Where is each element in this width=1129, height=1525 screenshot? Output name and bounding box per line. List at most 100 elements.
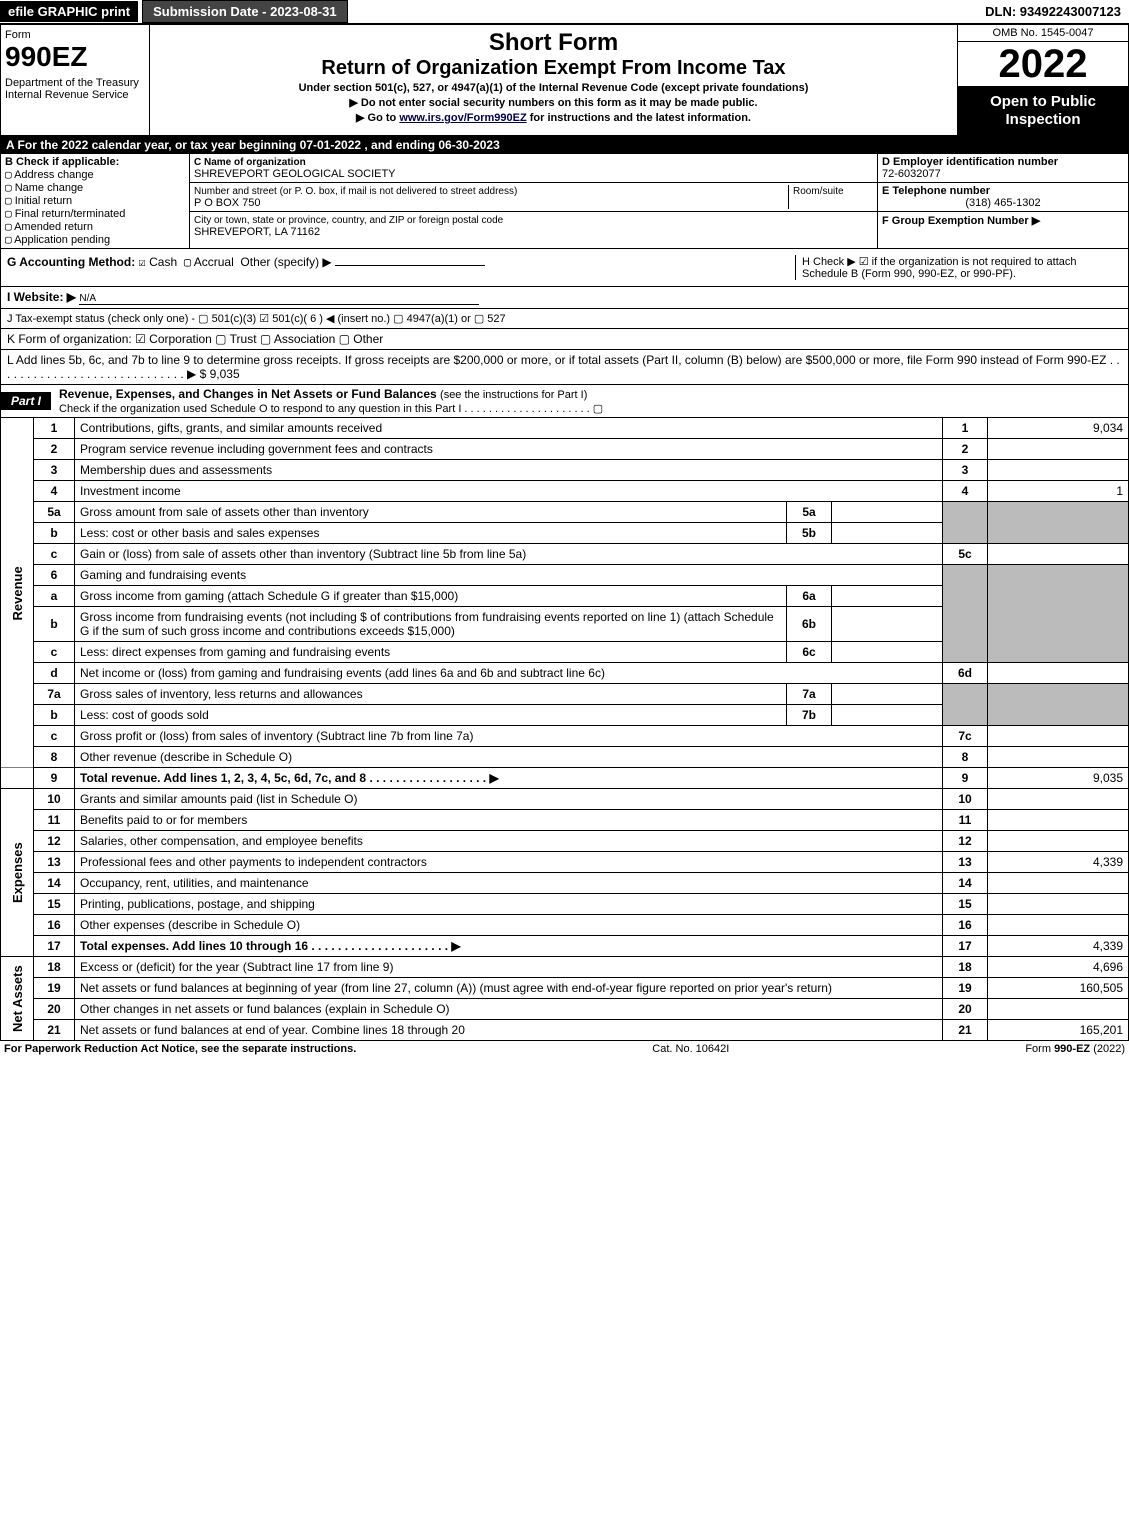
sub3-pre: ▶ Go to — [356, 112, 399, 124]
part1-title: Revenue, Expenses, and Changes in Net As… — [51, 385, 1128, 417]
d14: Occupancy, rent, utilities, and maintena… — [75, 873, 943, 894]
cb-address[interactable]: ▢ — [5, 168, 12, 181]
v5b — [832, 523, 943, 544]
street: P O BOX 750 — [194, 197, 260, 209]
r8: 8 — [943, 747, 988, 768]
header-center: Short Form Return of Organization Exempt… — [150, 25, 957, 135]
title-short-form: Short Form — [154, 29, 953, 57]
d4: Investment income — [75, 481, 943, 502]
d7a: Gross sales of inventory, less returns a… — [75, 684, 787, 705]
cb-accrual[interactable]: ▢ — [184, 255, 191, 269]
a1: 9,034 — [988, 418, 1129, 439]
footer-r-bold: 990-EZ — [1054, 1043, 1090, 1055]
topbar: efile GRAPHIC print Submission Date - 20… — [0, 0, 1129, 24]
n15: 15 — [34, 894, 75, 915]
footer-r-pre: Form — [1025, 1043, 1054, 1055]
block-bcdef: B Check if applicable: ▢ Address change … — [0, 154, 1129, 249]
side-expenses: Expenses — [1, 789, 34, 957]
n8: 8 — [34, 747, 75, 768]
r3: 3 — [943, 460, 988, 481]
a6d — [988, 663, 1129, 684]
subtitle-2: ▶ Do not enter social security numbers o… — [154, 96, 953, 109]
website-value: N/A — [79, 293, 479, 305]
other-label: Other (specify) ▶ — [240, 255, 331, 269]
cb-final[interactable]: ▢ — [5, 207, 12, 220]
a9: 9,035 — [988, 768, 1129, 789]
d6: Gaming and fundraising events — [75, 565, 943, 586]
row-k-org-form: K Form of organization: ☑ Corporation ▢ … — [0, 329, 1129, 350]
n3: 3 — [34, 460, 75, 481]
col-c-org: C Name of organization SHREVEPORT GEOLOG… — [190, 154, 877, 248]
r2: 2 — [943, 439, 988, 460]
d5a: Gross amount from sale of assets other t… — [75, 502, 787, 523]
footer-right: Form 990-EZ (2022) — [1025, 1043, 1125, 1055]
r19: 19 — [943, 978, 988, 999]
n6b: b — [34, 607, 75, 642]
n5a: 5a — [34, 502, 75, 523]
r9: 9 — [943, 768, 988, 789]
shade7a — [988, 684, 1129, 726]
r7c: 7c — [943, 726, 988, 747]
v6a — [832, 586, 943, 607]
cb-address-label: Address change — [14, 169, 94, 181]
cb-amended[interactable]: ▢ — [5, 220, 12, 233]
r5c: 5c — [943, 544, 988, 565]
r1: 1 — [943, 418, 988, 439]
a8 — [988, 747, 1129, 768]
a10 — [988, 789, 1129, 810]
department: Department of the Treasury Internal Reve… — [5, 77, 145, 101]
a13: 4,339 — [988, 852, 1129, 873]
part1-title-text: Revenue, Expenses, and Changes in Net As… — [59, 387, 440, 401]
a16 — [988, 915, 1129, 936]
d15: Printing, publications, postage, and shi… — [75, 894, 943, 915]
row-l-gross: L Add lines 5b, 6c, and 7b to line 9 to … — [0, 350, 1129, 385]
r10: 10 — [943, 789, 988, 810]
cb-initial[interactable]: ▢ — [5, 194, 12, 207]
d3: Membership dues and assessments — [75, 460, 943, 481]
form-header: Form 990EZ Department of the Treasury In… — [0, 24, 1129, 136]
efile-print-button[interactable]: efile GRAPHIC print — [0, 1, 138, 22]
part1-check: Check if the organization used Schedule … — [59, 403, 603, 415]
n10: 10 — [34, 789, 75, 810]
subtitle-1: Under section 501(c), 527, or 4947(a)(1)… — [154, 82, 953, 94]
cb-cash[interactable]: ☑ — [139, 255, 146, 269]
irs-link[interactable]: www.irs.gov/Form990EZ — [399, 112, 526, 124]
part1-header: Part I Revenue, Expenses, and Changes in… — [0, 385, 1129, 418]
d18: Excess or (deficit) for the year (Subtra… — [75, 957, 943, 978]
row-j-tax-status: J Tax-exempt status (check only one) - ▢… — [0, 309, 1129, 329]
r12: 12 — [943, 831, 988, 852]
r18: 18 — [943, 957, 988, 978]
v5a — [832, 502, 943, 523]
a12 — [988, 831, 1129, 852]
a2 — [988, 439, 1129, 460]
n9: 9 — [34, 768, 75, 789]
cb-pending[interactable]: ▢ — [5, 233, 12, 246]
dln: DLN: 93492243007123 — [977, 1, 1129, 22]
m6c: 6c — [787, 642, 832, 663]
b-label: B Check if applicable: — [5, 156, 119, 168]
a4: 1 — [988, 481, 1129, 502]
d17: Total expenses. Add lines 10 through 16 … — [75, 936, 943, 957]
n20: 20 — [34, 999, 75, 1020]
tax-year: 2022 — [958, 42, 1128, 87]
shade5a — [988, 502, 1129, 544]
city-label: City or town, state or province, country… — [194, 215, 503, 226]
side-netassets: Net Assets — [1, 957, 34, 1041]
a17: 4,339 — [988, 936, 1129, 957]
h-check: H Check ▶ ☑ if the organization is not r… — [795, 255, 1122, 280]
d21: Net assets or fund balances at end of ye… — [75, 1020, 943, 1041]
footer-r-post: (2022) — [1090, 1043, 1125, 1055]
n5b: b — [34, 523, 75, 544]
m6b: 6b — [787, 607, 832, 642]
form-number: 990EZ — [5, 41, 145, 73]
street-label: Number and street (or P. O. box, if mail… — [194, 186, 517, 197]
d8: Other revenue (describe in Schedule O) — [75, 747, 943, 768]
d7b: Less: cost of goods sold — [75, 705, 787, 726]
m5b: 5b — [787, 523, 832, 544]
n2: 2 — [34, 439, 75, 460]
d12: Salaries, other compensation, and employ… — [75, 831, 943, 852]
n12: 12 — [34, 831, 75, 852]
cb-name[interactable]: ▢ — [5, 181, 12, 194]
d6c: Less: direct expenses from gaming and fu… — [75, 642, 787, 663]
col-d-ein: D Employer identification number 72-6032… — [877, 154, 1128, 248]
